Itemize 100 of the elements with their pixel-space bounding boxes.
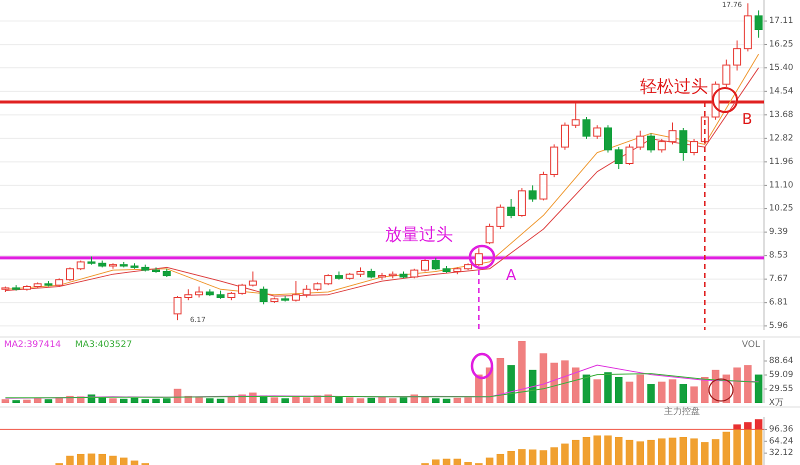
bar bbox=[733, 367, 741, 403]
annotation: B bbox=[742, 110, 752, 128]
bar bbox=[120, 458, 128, 465]
bar bbox=[23, 400, 31, 403]
bar bbox=[142, 399, 150, 403]
candlestick bbox=[582, 116, 590, 140]
candlestick bbox=[722, 59, 730, 88]
bar bbox=[550, 362, 558, 403]
text: MA3:403527 bbox=[75, 340, 132, 350]
y-tick-label: 10.25 bbox=[769, 204, 794, 214]
bar bbox=[281, 398, 289, 403]
candlestick bbox=[733, 40, 742, 72]
y-tick-label: 14.54 bbox=[769, 86, 794, 96]
bar bbox=[701, 442, 709, 465]
bar bbox=[302, 397, 310, 403]
y-tick-label: 7.67 bbox=[769, 274, 788, 284]
chart-title: VOL bbox=[742, 340, 760, 350]
y-tick-label: 88.64 bbox=[769, 356, 794, 366]
bar bbox=[12, 400, 20, 403]
candlestick bbox=[238, 283, 246, 296]
candlestick bbox=[593, 124, 602, 140]
bar bbox=[572, 440, 580, 465]
candlestick bbox=[66, 266, 74, 282]
bar bbox=[432, 398, 440, 403]
bar bbox=[754, 430, 762, 465]
bar bbox=[356, 398, 364, 403]
candlestick bbox=[324, 274, 332, 286]
candlestick bbox=[625, 144, 634, 166]
candlestick bbox=[658, 138, 666, 154]
candlestick bbox=[432, 257, 440, 271]
candlestick bbox=[679, 127, 688, 162]
y-tick-label: 59.09 bbox=[769, 370, 794, 380]
bar bbox=[754, 374, 762, 403]
y-tick-label: 16.25 bbox=[769, 40, 794, 50]
bar bbox=[604, 372, 612, 403]
chart-title: 主力控盘 bbox=[664, 406, 700, 417]
candlestick bbox=[528, 184, 537, 202]
bar bbox=[367, 398, 376, 403]
bar bbox=[658, 438, 666, 465]
y-tick-label: 15.40 bbox=[769, 62, 794, 73]
bar bbox=[636, 374, 644, 403]
bar bbox=[636, 441, 644, 465]
bar bbox=[66, 456, 74, 465]
bar bbox=[496, 454, 504, 465]
bar bbox=[572, 367, 580, 403]
candlestick bbox=[356, 266, 364, 278]
y-tick-label: 8.53 bbox=[769, 250, 788, 261]
candlestick bbox=[260, 286, 268, 305]
bar bbox=[744, 365, 752, 403]
bar bbox=[195, 397, 203, 403]
candlestick bbox=[486, 223, 494, 245]
bar bbox=[98, 454, 106, 465]
bar bbox=[550, 447, 558, 465]
y-tick-label: 9.39 bbox=[769, 227, 788, 238]
bar bbox=[701, 376, 709, 403]
candlestick bbox=[76, 260, 85, 271]
candlestick bbox=[572, 102, 580, 128]
bar bbox=[378, 396, 386, 403]
bar bbox=[528, 449, 536, 465]
line-series bbox=[4, 373, 760, 398]
candlestick bbox=[421, 258, 430, 272]
bar bbox=[34, 398, 42, 403]
bar bbox=[690, 438, 698, 465]
bar bbox=[44, 399, 52, 403]
candlestick bbox=[560, 122, 569, 150]
bar bbox=[152, 398, 160, 403]
candlestick bbox=[184, 288, 192, 301]
y-tick-label: 12.82 bbox=[769, 133, 794, 144]
candlestick bbox=[507, 198, 516, 219]
bar bbox=[454, 458, 462, 465]
y-tick-label: 5.96 bbox=[769, 320, 788, 331]
annotation: 轻松过头 bbox=[640, 77, 708, 97]
bar bbox=[614, 376, 622, 403]
bar bbox=[388, 398, 397, 403]
bar bbox=[486, 458, 494, 465]
bar bbox=[604, 435, 612, 465]
bar bbox=[744, 430, 752, 465]
bar bbox=[582, 374, 590, 403]
bar bbox=[442, 398, 450, 403]
bar bbox=[668, 379, 676, 403]
bar bbox=[292, 396, 300, 403]
bar bbox=[561, 444, 569, 465]
bar bbox=[722, 432, 730, 465]
candlestick bbox=[292, 280, 300, 302]
bar bbox=[76, 454, 84, 465]
y-axis-title: X万 bbox=[769, 398, 784, 408]
bar bbox=[335, 396, 343, 403]
bar bbox=[528, 370, 536, 403]
bar bbox=[464, 397, 472, 403]
candlestick bbox=[614, 146, 623, 170]
bar bbox=[228, 396, 236, 403]
bar bbox=[680, 436, 688, 465]
y-tick-label: 17.11 bbox=[769, 16, 794, 26]
candlestick bbox=[174, 296, 182, 321]
candlestick bbox=[474, 248, 483, 267]
text: MA2:397414 bbox=[4, 340, 62, 350]
bar bbox=[754, 419, 762, 430]
bar bbox=[626, 440, 634, 465]
bar bbox=[518, 449, 526, 465]
bar bbox=[130, 460, 138, 465]
